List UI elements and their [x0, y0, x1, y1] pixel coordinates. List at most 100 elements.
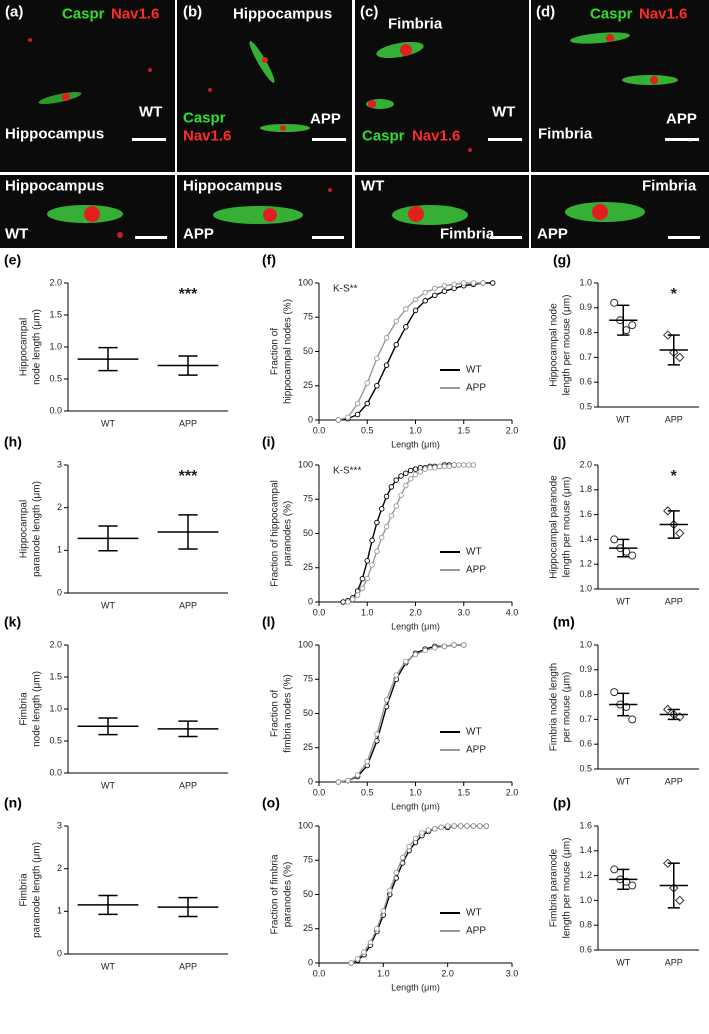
- y-tick-label: 2: [57, 863, 62, 873]
- point: [483, 823, 490, 829]
- point: [675, 352, 685, 363]
- y-tick-label: 25: [303, 923, 313, 933]
- x-tick-label: 0.0: [313, 787, 326, 797]
- y-tick-label: 1.4: [579, 534, 592, 544]
- point: [441, 463, 448, 470]
- y-tick-label: 100: [298, 459, 313, 469]
- point: [412, 835, 419, 842]
- point: [432, 464, 438, 471]
- point: [432, 292, 438, 299]
- point: [374, 383, 380, 389]
- y-tick-label: 75: [303, 494, 313, 504]
- point: [412, 296, 419, 303]
- panel-label: (k): [4, 613, 21, 629]
- y-axis-label: paranode length (μm): [32, 842, 43, 938]
- point: [403, 658, 409, 665]
- point: [628, 715, 637, 724]
- point: [422, 647, 428, 654]
- x-tick-label: APP: [179, 780, 197, 790]
- point: [419, 830, 425, 836]
- panel-label: (p): [553, 794, 571, 810]
- x-tick-label: 1.0: [409, 787, 422, 797]
- point: [438, 824, 444, 831]
- legend-label: APP: [466, 926, 486, 937]
- genotype-label: WT: [361, 177, 384, 194]
- panel-label: (f): [262, 251, 276, 267]
- y-tick-label: 25: [303, 742, 313, 752]
- point: [432, 825, 438, 832]
- panel-label: (c): [360, 3, 378, 20]
- x-tick-label: 1.5: [457, 425, 470, 435]
- y-tick-label: 2.0: [49, 639, 62, 649]
- point: [398, 492, 404, 498]
- series-line: [338, 644, 464, 783]
- y-axis-label: Hippocampal: [19, 500, 30, 558]
- y-tick-label: 25: [303, 562, 313, 572]
- stain-label: Nav1.6: [111, 5, 159, 22]
- panel-label: (m): [553, 613, 575, 629]
- series-line: [342, 464, 455, 603]
- x-tick-label: 0.5: [361, 787, 374, 797]
- x-tick-label: 2.0: [506, 425, 519, 435]
- point: [403, 324, 409, 330]
- y-tick-label: 0.8: [579, 920, 592, 930]
- x-tick-label: WT: [101, 418, 115, 428]
- y-tick-label: 50: [303, 889, 313, 899]
- y-tick-label: 1.0: [49, 703, 62, 713]
- point: [369, 537, 375, 544]
- y-axis-label: Hippocampal paranode: [549, 475, 560, 579]
- y-tick-label: 0.9: [579, 664, 592, 674]
- y-tick-label: 1.0: [579, 277, 592, 287]
- point: [383, 335, 390, 341]
- x-tick-label: 0.5: [361, 425, 374, 435]
- x-axis-label: Length (μm): [391, 801, 440, 811]
- point: [427, 464, 433, 471]
- y-tick-label: 1.0: [579, 583, 592, 593]
- y-axis-label: node length (μm): [32, 309, 43, 385]
- x-tick-label: WT: [616, 414, 630, 424]
- y-axis-label: per mouse (μm): [562, 672, 573, 743]
- y-tick-label: 1.6: [579, 509, 592, 519]
- point: [412, 307, 419, 314]
- point: [383, 493, 390, 500]
- y-tick-label: 1.5: [49, 309, 62, 319]
- x-tick-label: APP: [665, 596, 683, 606]
- panel-label: (b): [183, 3, 202, 20]
- stain-label: Caspr: [183, 109, 226, 126]
- point: [610, 298, 619, 307]
- y-tick-label: 0.6: [579, 377, 592, 387]
- point: [461, 280, 467, 286]
- legend-label: APP: [466, 383, 486, 394]
- point: [374, 548, 380, 555]
- point: [422, 466, 428, 472]
- point: [364, 575, 371, 582]
- point: [436, 463, 443, 470]
- x-tick-label: APP: [665, 776, 683, 786]
- y-tick-label: 75: [303, 855, 313, 865]
- point: [441, 288, 448, 294]
- point: [383, 697, 390, 703]
- y-tick-label: 0.9: [579, 302, 592, 312]
- legend-label: WT: [466, 908, 482, 919]
- y-tick-label: 1.5: [49, 671, 62, 681]
- point: [399, 854, 406, 861]
- y-tick-label: 0: [57, 587, 62, 597]
- stain-label: Nav1.6: [639, 5, 687, 22]
- point: [470, 462, 477, 468]
- y-tick-label: 3: [57, 820, 62, 830]
- image-panel: [531, 0, 709, 172]
- region-label: Fimbria: [388, 15, 443, 32]
- region-label: Hippocampus: [5, 177, 104, 194]
- y-tick-label: 50: [303, 346, 313, 356]
- x-axis-label: Length (μm): [391, 439, 440, 449]
- y-tick-label: 0: [308, 414, 313, 424]
- region-label: Fimbria: [440, 225, 495, 242]
- x-tick-label: 2.0: [506, 787, 519, 797]
- x-tick-label: 4.0: [506, 607, 519, 617]
- y-axis-label: Fimbria: [19, 873, 30, 907]
- y-tick-label: 1.8: [579, 484, 592, 494]
- point: [345, 599, 351, 605]
- genotype-label: APP: [310, 110, 341, 127]
- image-panel: [0, 0, 175, 172]
